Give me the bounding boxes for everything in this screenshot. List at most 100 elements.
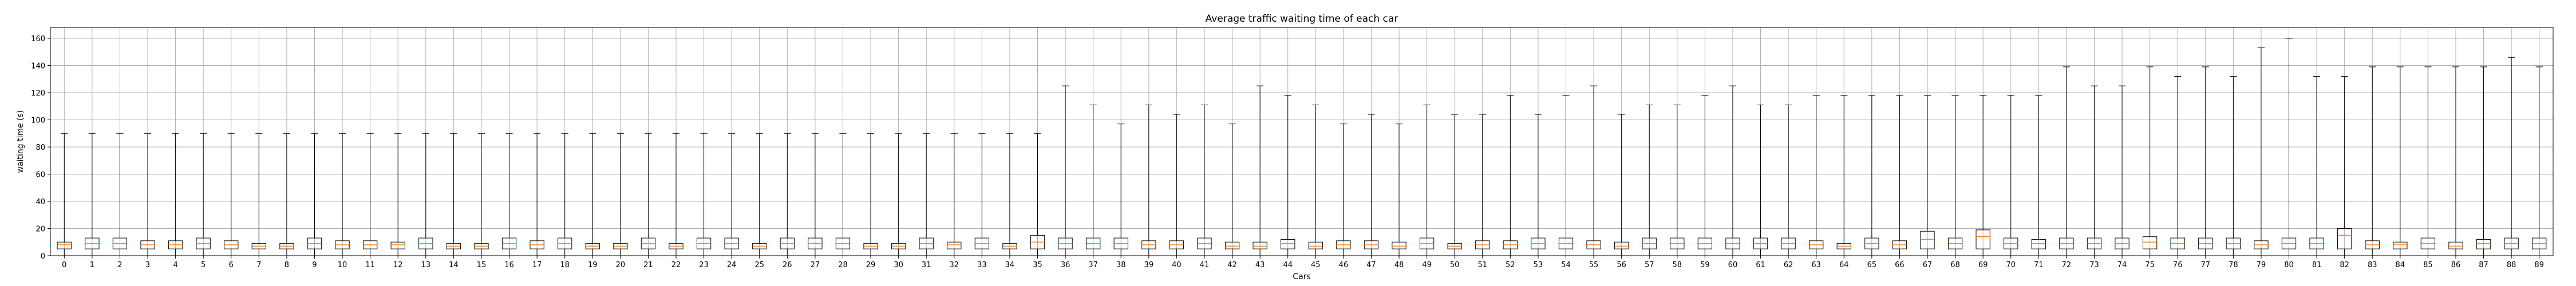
- x-tick-label: 27: [811, 261, 820, 269]
- x-tick-label: 28: [838, 261, 848, 269]
- x-tick-label: 36: [1061, 261, 1070, 269]
- x-tick-label: 55: [1589, 261, 1599, 269]
- x-tick-label: 62: [1784, 261, 1793, 269]
- y-tick-label: 20: [35, 225, 45, 234]
- x-tick-label: 74: [2117, 261, 2127, 269]
- box-9: [307, 133, 322, 256]
- box-12: [390, 133, 405, 256]
- iqr-box: [2142, 236, 2158, 249]
- x-tick-label: 52: [1506, 261, 1515, 269]
- iqr-box: [947, 241, 962, 249]
- box-51: [1475, 114, 1490, 256]
- x-tick-label: 60: [1728, 261, 1738, 269]
- x-tick-label: 79: [2257, 261, 2266, 269]
- box-49: [1419, 104, 1435, 256]
- box-66: [1892, 95, 1907, 256]
- x-tick-label: 66: [1895, 261, 1905, 269]
- boxes: [57, 38, 2547, 256]
- box-8: [279, 133, 294, 256]
- x-tick-label: 18: [560, 261, 570, 269]
- x-tick-label: 68: [1950, 261, 1960, 269]
- iqr-box: [2476, 239, 2491, 249]
- x-tick-label: 56: [1617, 261, 1626, 269]
- box-83: [2365, 66, 2380, 256]
- x-tick-label: 69: [1978, 261, 1988, 269]
- x-tick-label: 5: [201, 261, 206, 269]
- box-85: [2420, 66, 2436, 256]
- box-34: [1002, 133, 1017, 256]
- chart-title: Average traffic waiting time of each car: [1206, 13, 1398, 25]
- y-tick-label: 60: [35, 171, 45, 180]
- iqr-box: [1308, 241, 1323, 249]
- box-46: [1336, 124, 1351, 256]
- x-tick-label: 24: [727, 261, 737, 269]
- x-tick-label: 86: [2451, 261, 2461, 269]
- y-tick-label: 160: [31, 35, 45, 43]
- x-tick-label: 10: [338, 261, 347, 269]
- y-tick-label: 40: [35, 198, 45, 206]
- box-65: [1864, 95, 1879, 256]
- x-tick-label: 88: [2507, 261, 2516, 269]
- x-tick-label: 17: [532, 261, 542, 269]
- x-tick-label: 67: [1923, 261, 1933, 269]
- box-33: [974, 133, 989, 256]
- x-tick-label: 77: [2201, 261, 2211, 269]
- x-tick-label: 42: [1227, 261, 1237, 269]
- x-tick-label: 32: [950, 261, 959, 269]
- x-tick-label: 73: [2089, 261, 2099, 269]
- iqr-box: [1392, 241, 1406, 249]
- box-21: [641, 133, 656, 256]
- x-tick-label: 72: [2062, 261, 2072, 269]
- x-tick-label: 1: [90, 261, 94, 269]
- x-tick-label: 30: [894, 261, 903, 269]
- x-tick-label: 43: [1255, 261, 1265, 269]
- box-4: [168, 133, 183, 256]
- iqr-box: [1976, 229, 1990, 249]
- x-tick-label: 19: [588, 261, 598, 269]
- x-tick-label: 37: [1088, 261, 1098, 269]
- x-tick-label: 50: [1450, 261, 1460, 269]
- x-tick-label: 21: [643, 261, 653, 269]
- x-tick-label: 80: [2284, 261, 2294, 269]
- x-tick-label: 64: [1839, 261, 1849, 269]
- box-2: [112, 133, 128, 256]
- box-36: [1058, 85, 1073, 256]
- x-tick-label: 4: [173, 261, 177, 269]
- plot-frame: [50, 27, 2554, 256]
- x-tick-label: 44: [1283, 261, 1293, 269]
- x-tick-label: 85: [2423, 261, 2433, 269]
- box-53: [1531, 114, 1546, 256]
- box-84: [2393, 66, 2408, 256]
- x-tick-label: 22: [671, 261, 681, 269]
- box-0: [57, 133, 72, 256]
- box-42: [1224, 124, 1240, 256]
- x-tick-label: 8: [285, 261, 289, 269]
- box-15: [474, 133, 489, 256]
- x-tick-label: 48: [1394, 261, 1404, 269]
- iqr-box: [1224, 241, 1240, 249]
- x-tick-label: 87: [2479, 261, 2488, 269]
- box-58: [1670, 104, 1685, 256]
- y-tick-label: 80: [35, 144, 45, 152]
- y-tick-label: 100: [31, 117, 45, 125]
- x-tick-label: 29: [866, 261, 876, 269]
- y-tick-label: 140: [31, 62, 45, 71]
- iqr-box: [1253, 241, 1267, 249]
- iqr-box: [57, 241, 72, 249]
- box-14: [446, 133, 461, 256]
- x-tick-label: 14: [449, 261, 459, 269]
- x-tick-label: 39: [1144, 261, 1154, 269]
- y-axis-title: waiting time (s): [16, 110, 25, 173]
- x-tick-label: 9: [312, 261, 317, 269]
- box-60: [1725, 85, 1740, 256]
- x-tick-label: 3: [145, 261, 150, 269]
- box-89: [2532, 66, 2547, 256]
- x-tick-label: 45: [1311, 261, 1321, 269]
- iqr-box: [2337, 228, 2352, 249]
- x-tick-label: 38: [1116, 261, 1126, 269]
- box-43: [1253, 85, 1267, 256]
- x-tick-label: 46: [1339, 261, 1349, 269]
- box-40: [1169, 114, 1184, 256]
- x-tick-label: 26: [783, 261, 792, 269]
